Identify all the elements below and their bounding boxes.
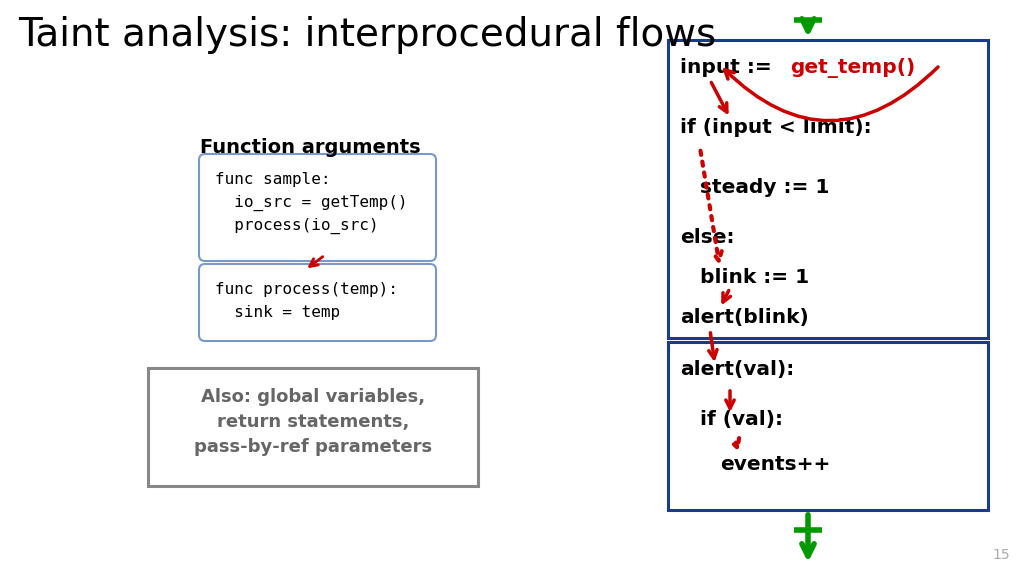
FancyBboxPatch shape bbox=[199, 154, 436, 261]
Text: alert(blink): alert(blink) bbox=[680, 308, 809, 327]
FancyBboxPatch shape bbox=[199, 264, 436, 341]
Text: if (input < limit):: if (input < limit): bbox=[680, 118, 871, 137]
FancyArrowPatch shape bbox=[700, 151, 722, 261]
Text: events++: events++ bbox=[720, 455, 830, 474]
Text: pass-by-ref parameters: pass-by-ref parameters bbox=[194, 438, 432, 456]
Text: io_src = getTemp(): io_src = getTemp() bbox=[215, 195, 408, 211]
Text: if (val):: if (val): bbox=[700, 410, 783, 429]
Text: steady := 1: steady := 1 bbox=[700, 178, 829, 197]
Bar bbox=[148, 368, 478, 486]
Text: func sample:: func sample: bbox=[215, 172, 331, 187]
Text: else:: else: bbox=[680, 228, 734, 247]
FancyArrowPatch shape bbox=[725, 67, 938, 121]
Text: 15: 15 bbox=[992, 548, 1010, 562]
Text: get_temp(): get_temp() bbox=[790, 58, 915, 78]
Text: func process(temp):: func process(temp): bbox=[215, 282, 398, 297]
FancyArrowPatch shape bbox=[730, 438, 739, 448]
Text: Function arguments: Function arguments bbox=[200, 138, 420, 157]
Text: return statements,: return statements, bbox=[217, 413, 410, 431]
Bar bbox=[668, 40, 988, 338]
Text: blink := 1: blink := 1 bbox=[700, 268, 809, 287]
Text: alert(val):: alert(val): bbox=[680, 360, 795, 379]
Bar bbox=[668, 342, 988, 510]
Text: process(io_src): process(io_src) bbox=[215, 218, 379, 234]
Text: Also: global variables,: Also: global variables, bbox=[201, 388, 425, 406]
Text: input :=: input := bbox=[680, 58, 778, 77]
Text: Taint analysis: interprocedural flows: Taint analysis: interprocedural flows bbox=[18, 16, 716, 54]
Text: sink = temp: sink = temp bbox=[215, 305, 340, 320]
